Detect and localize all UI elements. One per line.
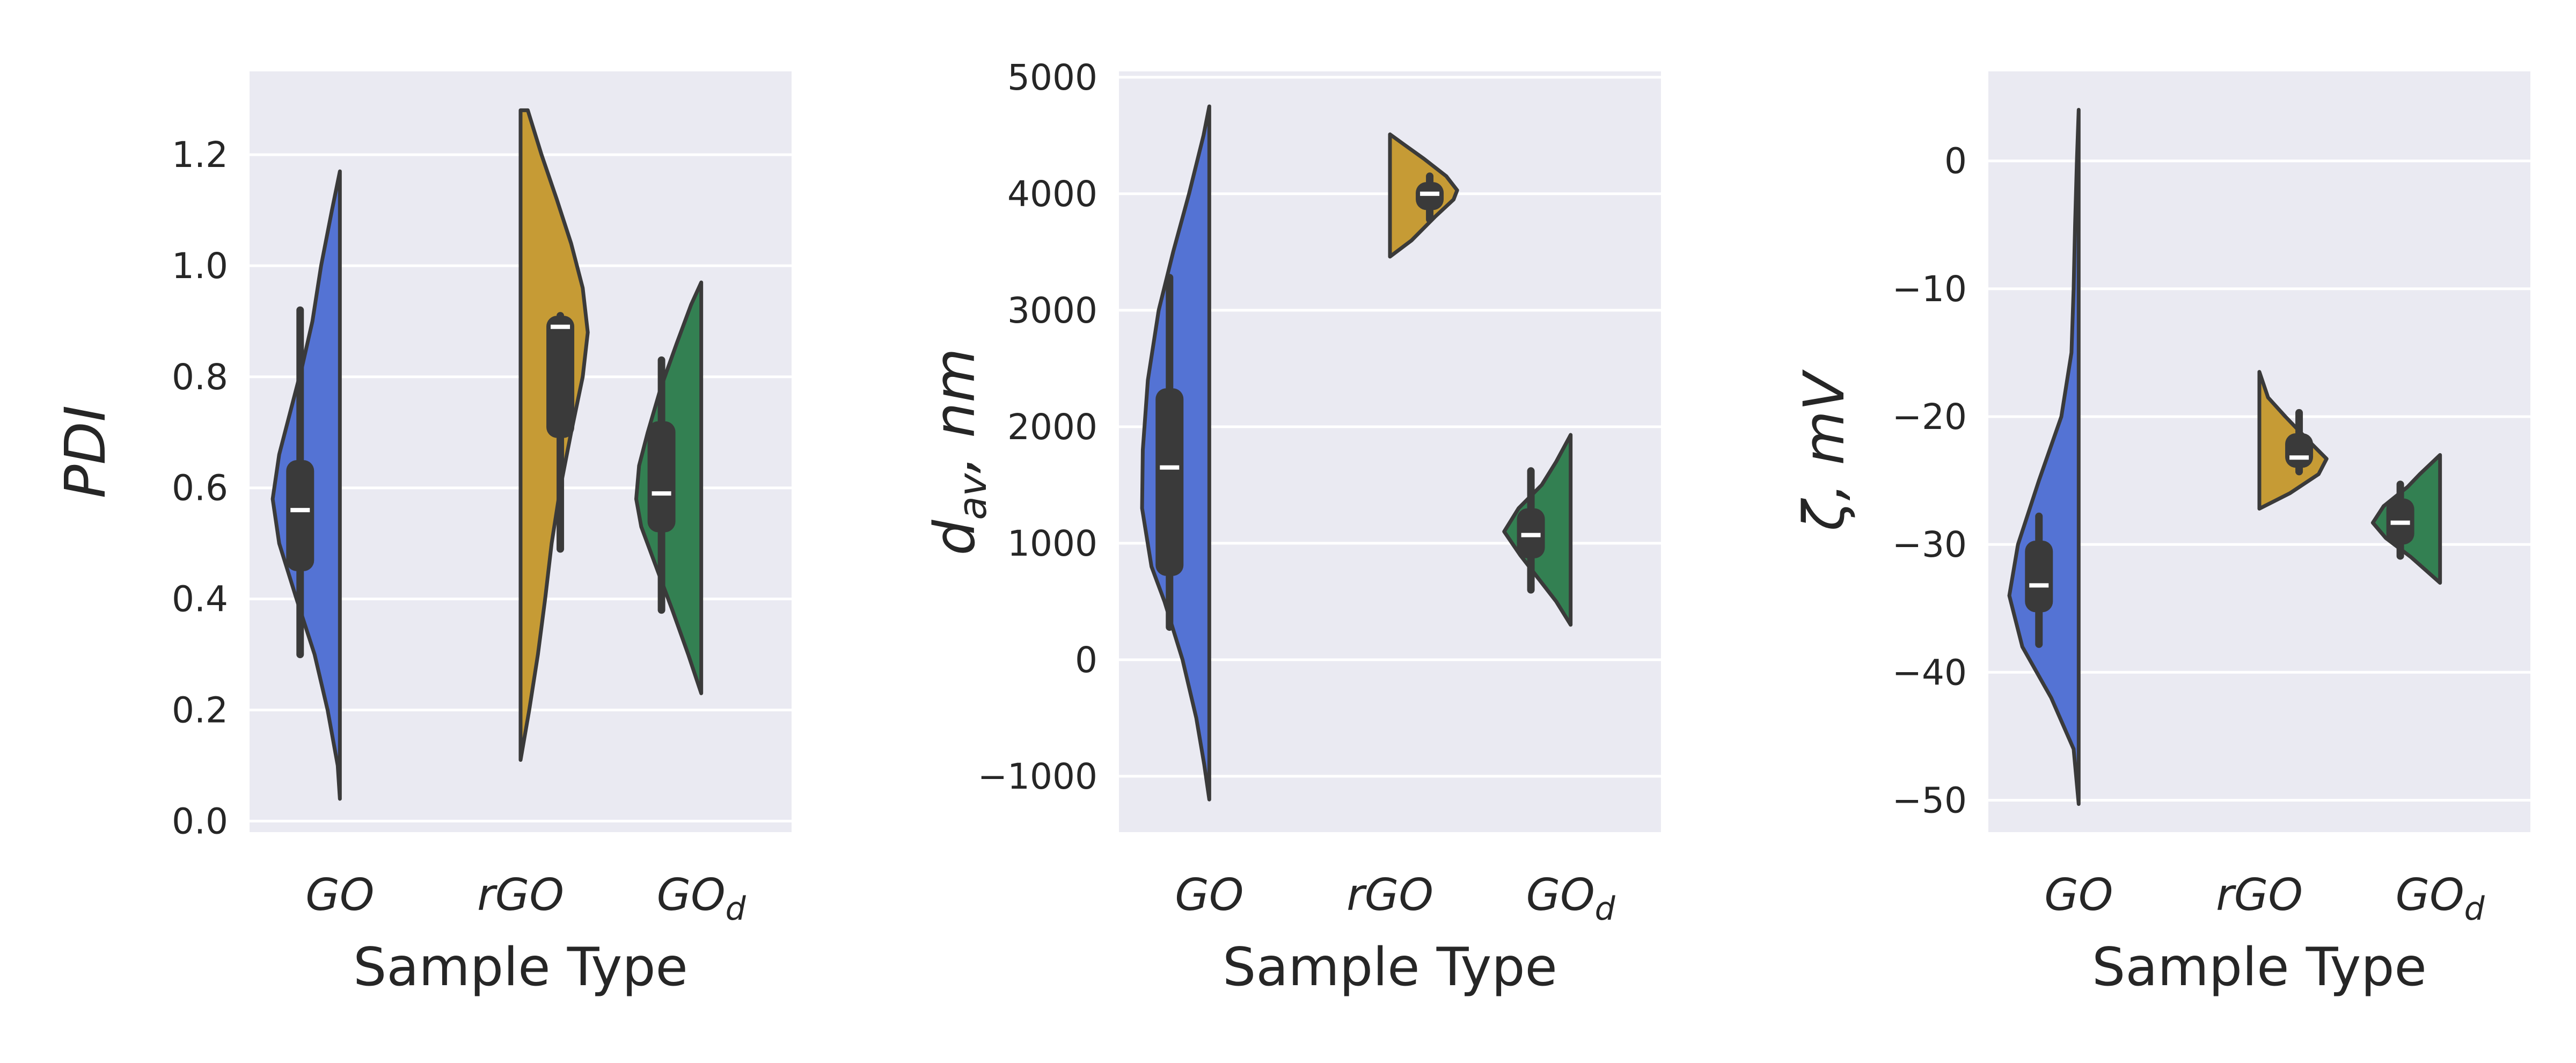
- x-tick-label: GOd: [2396, 870, 2485, 928]
- y-tick-label: 0.0: [172, 800, 228, 842]
- y-tick-label: 1.2: [172, 134, 228, 176]
- y-tick-label: 0.8: [172, 356, 228, 398]
- y-tick-label: 1000: [1007, 523, 1097, 564]
- x-tick-label: GO: [305, 870, 374, 921]
- y-tick-label: 1.0: [172, 245, 228, 287]
- panel-3: −50 −40 −30 −20 −10 0 GO rGO GOd Sample Type ζ, mV: [1791, 71, 2530, 998]
- x-axis-label: Sample Type: [353, 937, 688, 998]
- y-tick-label: 0.4: [172, 579, 228, 620]
- panel-2: −1000 0 1000 2000 3000 4000 5000 GO rGO GOd Sample…: [922, 57, 1661, 998]
- x-tick-label: GO: [2044, 870, 2113, 921]
- y-tick-label: 0.2: [172, 689, 228, 731]
- y-tick-label: 0: [1944, 141, 1967, 182]
- y-tick-label: −30: [1892, 524, 1967, 565]
- y-axis-label: PDI: [53, 405, 118, 498]
- box-rGO: [546, 316, 575, 438]
- y-tick-label: −10: [1892, 268, 1967, 310]
- x-tick-label: GO: [1175, 870, 1243, 921]
- y-tick-label: 5000: [1007, 57, 1097, 98]
- y-axis-label: ζ, mV: [1791, 369, 1857, 532]
- y-tick-label: −50: [1892, 780, 1967, 821]
- y-tick-label: −1000: [978, 756, 1097, 797]
- x-axis-label: Sample Type: [2092, 937, 2427, 998]
- box-rGO: [1416, 182, 1444, 210]
- y-tick-label: −40: [1892, 652, 1967, 693]
- x-tick-label: rGO: [2216, 870, 2303, 921]
- y-tick-label: 3000: [1007, 290, 1097, 331]
- y-tick-label: 4000: [1007, 173, 1097, 215]
- panel-1: 0.0 0.2 0.4 0.6 0.8 1.0 1.2 GO rGO GOd Sample Type…: [53, 71, 792, 998]
- y-axis-label: dav, nm: [922, 348, 995, 555]
- box-GOd: [647, 421, 676, 533]
- box-GO: [1155, 388, 1184, 576]
- x-tick-label: rGO: [1346, 870, 1433, 921]
- box-GO: [286, 460, 314, 571]
- x-tick-label: rGO: [477, 870, 564, 921]
- x-tick-label: GOd: [657, 870, 747, 928]
- x-axis-label: Sample Type: [1223, 937, 1557, 998]
- violin-GO: [2007, 107, 2081, 806]
- box-GO: [2025, 541, 2053, 613]
- y-tick-label: −20: [1892, 396, 1967, 438]
- x-tick-label: GOd: [1526, 870, 1616, 928]
- box-rGO: [2285, 433, 2314, 468]
- y-tick-label: 0.6: [172, 468, 228, 509]
- y-tick-label: 0: [1075, 639, 1097, 681]
- y-tick-label: 2000: [1007, 406, 1097, 448]
